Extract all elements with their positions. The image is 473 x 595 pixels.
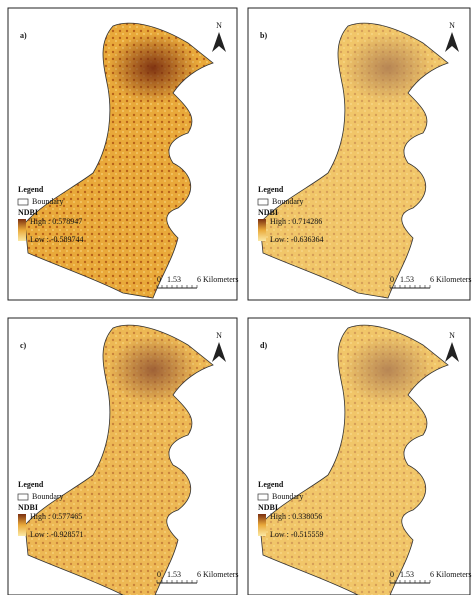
legend-high: High : 0.577465: [30, 512, 82, 521]
north-label: N: [449, 21, 455, 30]
legend-boundary: Boundary: [32, 197, 64, 206]
figure: a)NLegendBoundaryNDBIHigh : 0.578947Low …: [0, 0, 473, 595]
legend-title: Legend: [258, 185, 284, 194]
north-label: N: [216, 331, 222, 340]
legend-high: High : 0.578947: [30, 217, 82, 226]
legend-high: High : 0.338056: [270, 512, 322, 521]
color-ramp: [258, 219, 266, 241]
panel-label: b): [260, 31, 267, 40]
legend-low: Low : -0.636364: [270, 235, 324, 244]
panel-label: c): [20, 341, 27, 350]
scale-label: 0: [390, 275, 394, 284]
scale-label: 6 Kilometers: [430, 570, 472, 579]
legend-boundary: Boundary: [32, 492, 64, 501]
scale-label: 3: [410, 275, 414, 284]
legend-index: NDBI: [18, 208, 38, 217]
legend-high: High : 0.714286: [270, 217, 322, 226]
scale-label: 1.5: [400, 275, 410, 284]
scale-label: 6 Kilometers: [197, 275, 239, 284]
panel-label: d): [260, 341, 267, 350]
north-label: N: [449, 331, 455, 340]
scale-label: 1.5: [167, 570, 177, 579]
legend-low: Low : -0.928571: [30, 530, 84, 539]
legend-low: Low : -0.515559: [270, 530, 324, 539]
scale-label: 1.5: [167, 275, 177, 284]
scale-label: 0: [157, 570, 161, 579]
legend-boundary: Boundary: [272, 492, 304, 501]
legend-title: Legend: [258, 480, 284, 489]
scale-label: 3: [177, 275, 181, 284]
legend-low: Low : -0.589744: [30, 235, 84, 244]
legend-index: NDBI: [258, 503, 278, 512]
scale-label: 6 Kilometers: [197, 570, 239, 579]
legend-boundary: Boundary: [272, 197, 304, 206]
scale-label: 3: [410, 570, 414, 579]
north-label: N: [216, 21, 222, 30]
legend-title: Legend: [18, 185, 44, 194]
scale-label: 0: [157, 275, 161, 284]
panel-label: a): [20, 31, 27, 40]
scale-label: 0: [390, 570, 394, 579]
color-ramp: [258, 514, 266, 536]
scale-label: 6 Kilometers: [430, 275, 472, 284]
legend-index: NDBI: [18, 503, 38, 512]
scale-label: 1.5: [400, 570, 410, 579]
color-ramp: [18, 219, 26, 241]
legend-index: NDBI: [258, 208, 278, 217]
legend-title: Legend: [18, 480, 44, 489]
scale-label: 3: [177, 570, 181, 579]
color-ramp: [18, 514, 26, 536]
